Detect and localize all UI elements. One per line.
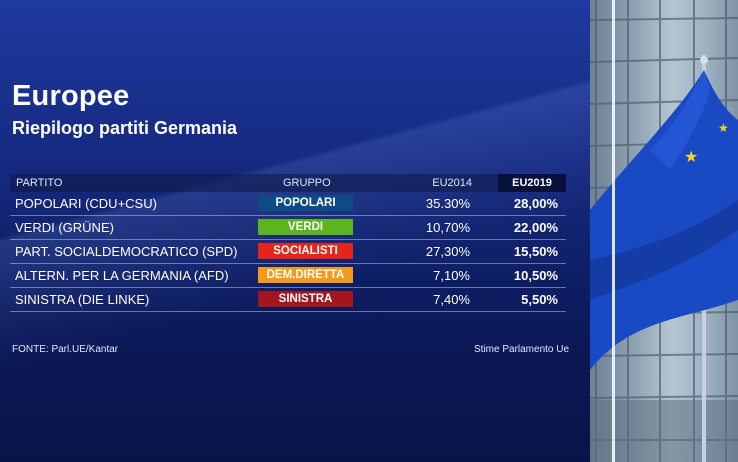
source-note: FONTE: Parl.UE/Kantar (12, 344, 119, 355)
table-row: SINISTRA (DIE LINKE) SINISTRA 7,40% 5,50… (10, 288, 566, 312)
result-2014: 10,70% (425, 220, 470, 235)
result-2019: 10,50% (513, 268, 558, 283)
eu-building-photo: ★ ★ (590, 0, 738, 462)
vertical-divider (612, 0, 615, 462)
party-name: VERDI (GRÜNE) (15, 220, 114, 235)
header-eu2019: EU2019 (498, 174, 566, 192)
page-subtitle: Riepilogo partiti Germania (12, 118, 238, 138)
party-name: PART. SOCIALDEMOCRATICO (SPD) (15, 244, 238, 259)
result-2019: 28,00% (513, 196, 558, 211)
group-badge: POPOLARI (258, 195, 353, 211)
result-2014: 7,10% (433, 268, 470, 283)
header-group: GRUPPO (283, 177, 331, 189)
table-row: PART. SOCIALDEMOCRATICO (SPD) SOCIALISTI… (10, 240, 566, 264)
group-badge: DEM.DIRETTA (258, 267, 353, 283)
result-2014: 27,30% (425, 244, 470, 259)
party-name: POPOLARI (CDU+CSU) (15, 196, 157, 211)
header-party: PARTITO (16, 177, 63, 189)
page-title: Europee (12, 80, 130, 112)
party-name: ALTERN. PER LA GERMANIA (AFD) (15, 268, 229, 283)
building-photo: ★ ★ (590, 0, 738, 462)
table-row: ALTERN. PER LA GERMANIA (AFD) DEM.DIRETT… (10, 264, 566, 288)
result-2019: 15,50% (513, 244, 558, 259)
group-badge: VERDI (258, 219, 353, 235)
estimate-note: Stime Parlamento Ue (474, 344, 570, 355)
header-eu2014: EU2014 (432, 177, 472, 189)
result-2019: 5,50% (521, 292, 558, 307)
eu-flag (590, 70, 738, 370)
result-2014: 7,40% (433, 292, 470, 307)
results-table: PARTITO GRUPPO EU2014 EU2019 POPOLARI (C… (10, 174, 566, 312)
table-row: VERDI (GRÜNE) VERDI 10,70% 22,00% (10, 216, 566, 240)
result-2019: 22,00% (513, 220, 558, 235)
group-badge: SOCIALISTI (258, 243, 353, 259)
svg-text:★: ★ (684, 147, 698, 166)
party-name: SINISTRA (DIE LINKE) (15, 292, 150, 307)
group-badge: SINISTRA (258, 291, 353, 307)
table-row: POPOLARI (CDU+CSU) POPOLARI 35.30% 28,00… (10, 192, 566, 216)
svg-text:★: ★ (718, 121, 729, 135)
result-2014: 35.30% (425, 196, 470, 211)
table-header: PARTITO GRUPPO EU2014 EU2019 (10, 174, 566, 192)
